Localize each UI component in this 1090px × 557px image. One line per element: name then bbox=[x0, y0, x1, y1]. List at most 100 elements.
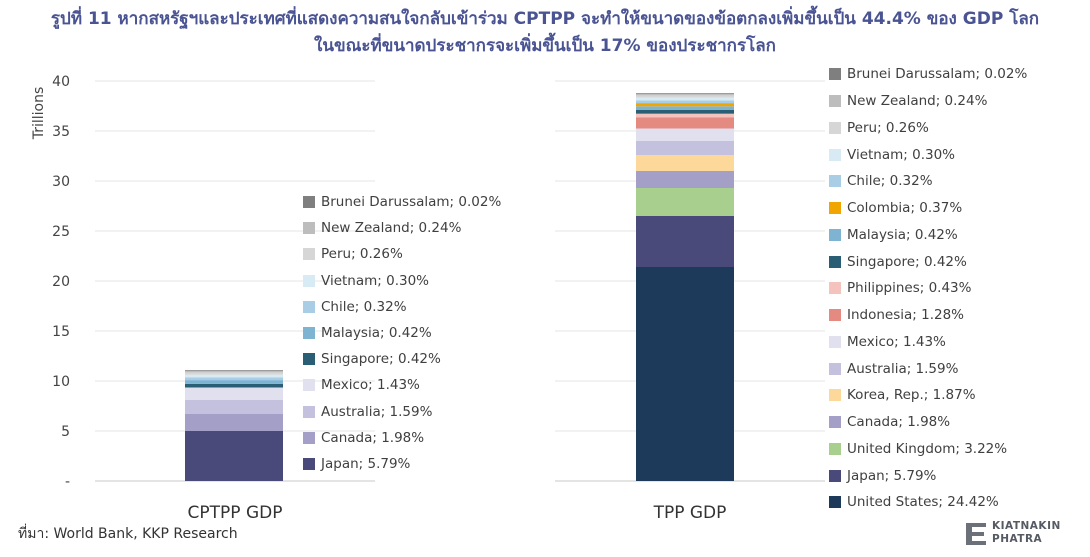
bar-segment-tpp-gdp-brunei-darussalam bbox=[636, 93, 734, 94]
legend-label: United States; 24.42% bbox=[847, 494, 999, 511]
legend-item-malaysia: Malaysia; 0.42% bbox=[829, 222, 1027, 249]
bar-segment-cptpp-gdp-mexico bbox=[185, 387, 283, 400]
legend-label: Vietnam; 0.30% bbox=[847, 146, 955, 163]
bar-segment-tpp-gdp-chile bbox=[636, 100, 734, 104]
legend-item-colombia: Colombia; 0.37% bbox=[829, 195, 1027, 222]
legend-item-australia: Australia; 1.59% bbox=[829, 355, 1027, 382]
bar-segment-tpp-gdp-australia bbox=[636, 141, 734, 155]
legend-swatch bbox=[829, 442, 841, 455]
bar-segment-cptpp-gdp-vietnam bbox=[185, 374, 283, 378]
legend-item-united-states: United States; 24.42% bbox=[829, 489, 1027, 516]
legend-item-brunei-darussalam: Brunei Darussalam; 0.02% bbox=[829, 61, 1027, 88]
bar-segment-tpp-gdp-mexico bbox=[636, 128, 734, 141]
legend-item-brunei-darussalam: Brunei Darussalam; 0.02% bbox=[303, 189, 501, 215]
legend-item-malaysia: Malaysia; 0.42% bbox=[303, 320, 501, 346]
legend-label: United Kingdom; 3.22% bbox=[847, 440, 1008, 457]
bar-segment-cptpp-gdp-canada bbox=[185, 414, 283, 431]
bar-segment-tpp-gdp-korea-rep bbox=[636, 155, 734, 171]
legend-item-peru: Peru; 0.26% bbox=[303, 241, 501, 267]
legend-swatch bbox=[303, 222, 315, 235]
bar-segment-tpp-gdp-indonesia bbox=[636, 117, 734, 129]
legend-swatch bbox=[303, 327, 315, 340]
bar-segment-tpp-gdp-united-states bbox=[636, 267, 734, 481]
legend-label: Mexico; 1.43% bbox=[321, 377, 420, 394]
bar-segment-tpp-gdp-vietnam bbox=[636, 97, 734, 101]
legend-label: Canada; 1.98% bbox=[847, 414, 951, 431]
legend-label: Mexico; 1.43% bbox=[847, 333, 946, 350]
bar-segment-cptpp-gdp-malaysia bbox=[185, 380, 283, 384]
legend-swatch bbox=[829, 68, 841, 81]
legend-label: Brunei Darussalam; 0.02% bbox=[321, 194, 502, 211]
legend-label: Australia; 1.59% bbox=[847, 360, 959, 377]
legend-swatch bbox=[829, 202, 841, 215]
legend-label: Vietnam; 0.30% bbox=[321, 272, 429, 289]
legend-item-chile: Chile; 0.32% bbox=[829, 168, 1027, 195]
legend-item-indonesia: Indonesia; 1.28% bbox=[829, 302, 1027, 329]
legend-item-singapore: Singapore; 0.42% bbox=[303, 346, 501, 372]
cptpp-legend: Brunei Darussalam; 0.02% New Zealand; 0.2… bbox=[303, 189, 501, 477]
logo-text-line-2: PHATRA bbox=[992, 533, 1043, 545]
legend-label: Indonesia; 1.28% bbox=[847, 307, 965, 324]
y-tick-label: 20 bbox=[52, 274, 70, 290]
logo-text-line-1: KIATNAKIN bbox=[992, 520, 1061, 532]
bar-segment-tpp-gdp-new-zealand bbox=[636, 93, 734, 96]
legend-swatch bbox=[303, 431, 315, 444]
legend-label: Singapore; 0.42% bbox=[321, 351, 441, 368]
y-tick-label: 25 bbox=[52, 224, 70, 240]
legend-item-canada: Canada; 1.98% bbox=[303, 425, 501, 451]
legend-swatch bbox=[829, 95, 841, 108]
legend-swatch bbox=[303, 248, 315, 261]
legend-label: Chile; 0.32% bbox=[321, 298, 407, 315]
y-tick-label: 10 bbox=[52, 374, 70, 390]
y-tick-label: 40 bbox=[52, 74, 70, 90]
legend-swatch bbox=[829, 282, 841, 295]
legend-item-canada: Canada; 1.98% bbox=[829, 409, 1027, 436]
legend-label: Singapore; 0.42% bbox=[847, 253, 967, 270]
logo-mark-icon bbox=[966, 523, 986, 545]
tpp-legend: Brunei Darussalam; 0.02% New Zealand; 0.2… bbox=[829, 61, 1027, 516]
legend-label: Korea, Rep.; 1.87% bbox=[847, 387, 976, 404]
bar-segment-tpp-gdp-malaysia bbox=[636, 106, 734, 110]
bar-segment-tpp-gdp-singapore bbox=[636, 110, 734, 114]
legend-item-united-kingdom: United Kingdom; 3.22% bbox=[829, 436, 1027, 463]
legend-label: Malaysia; 0.42% bbox=[321, 325, 432, 342]
legend-swatch bbox=[829, 496, 841, 509]
y-tick-label: 35 bbox=[52, 124, 70, 140]
y-tick-label: - bbox=[65, 474, 70, 490]
title-line-2: ในขณะที่ขนาดประชากรจะเพิ่มขึ้นเป็น 17% ข… bbox=[314, 36, 776, 56]
bar-segment-cptpp-gdp-new-zealand bbox=[185, 370, 283, 373]
legend-swatch bbox=[829, 255, 841, 268]
legend-swatch bbox=[829, 362, 841, 375]
bar-segment-cptpp-gdp-singapore bbox=[185, 383, 283, 388]
legend-swatch bbox=[303, 405, 315, 418]
legend-swatch bbox=[303, 457, 315, 470]
bar-segment-cptpp-gdp-australia bbox=[185, 400, 283, 414]
bar-segment-tpp-gdp-united-kingdom bbox=[636, 188, 734, 216]
legend-swatch bbox=[829, 389, 841, 402]
bar-segment-cptpp-gdp-brunei-darussalam bbox=[185, 370, 283, 371]
legend-item-peru: Peru; 0.26% bbox=[829, 115, 1027, 142]
legend-swatch bbox=[829, 469, 841, 482]
x-category-label: CPTPP GDP bbox=[188, 503, 283, 523]
legend-item-new-zealand: New Zealand; 0.24% bbox=[303, 215, 501, 241]
legend-swatch bbox=[303, 196, 315, 209]
legend-swatch bbox=[829, 416, 841, 429]
legend-item-japan: Japan; 5.79% bbox=[303, 451, 501, 477]
legend-item-japan: Japan; 5.79% bbox=[829, 462, 1027, 489]
legend-item-korea-rep: Korea, Rep.; 1.87% bbox=[829, 382, 1027, 409]
legend-swatch bbox=[829, 309, 841, 322]
legend-label: Brunei Darussalam; 0.02% bbox=[847, 66, 1028, 83]
x-category-label: TPP GDP bbox=[653, 503, 727, 523]
legend-swatch bbox=[303, 274, 315, 287]
legend-swatch bbox=[303, 379, 315, 392]
legend-swatch bbox=[303, 300, 315, 313]
legend-label: New Zealand; 0.24% bbox=[321, 220, 462, 237]
legend-item-new-zealand: New Zealand; 0.24% bbox=[829, 88, 1027, 115]
legend-item-mexico: Mexico; 1.43% bbox=[303, 372, 501, 398]
legend-label: Australia; 1.59% bbox=[321, 403, 433, 420]
legend-item-vietnam: Vietnam; 0.30% bbox=[303, 268, 501, 294]
bar-segment-cptpp-gdp-chile bbox=[185, 377, 283, 381]
legend-label: New Zealand; 0.24% bbox=[847, 93, 988, 110]
bar-segment-tpp-gdp-peru bbox=[636, 95, 734, 98]
